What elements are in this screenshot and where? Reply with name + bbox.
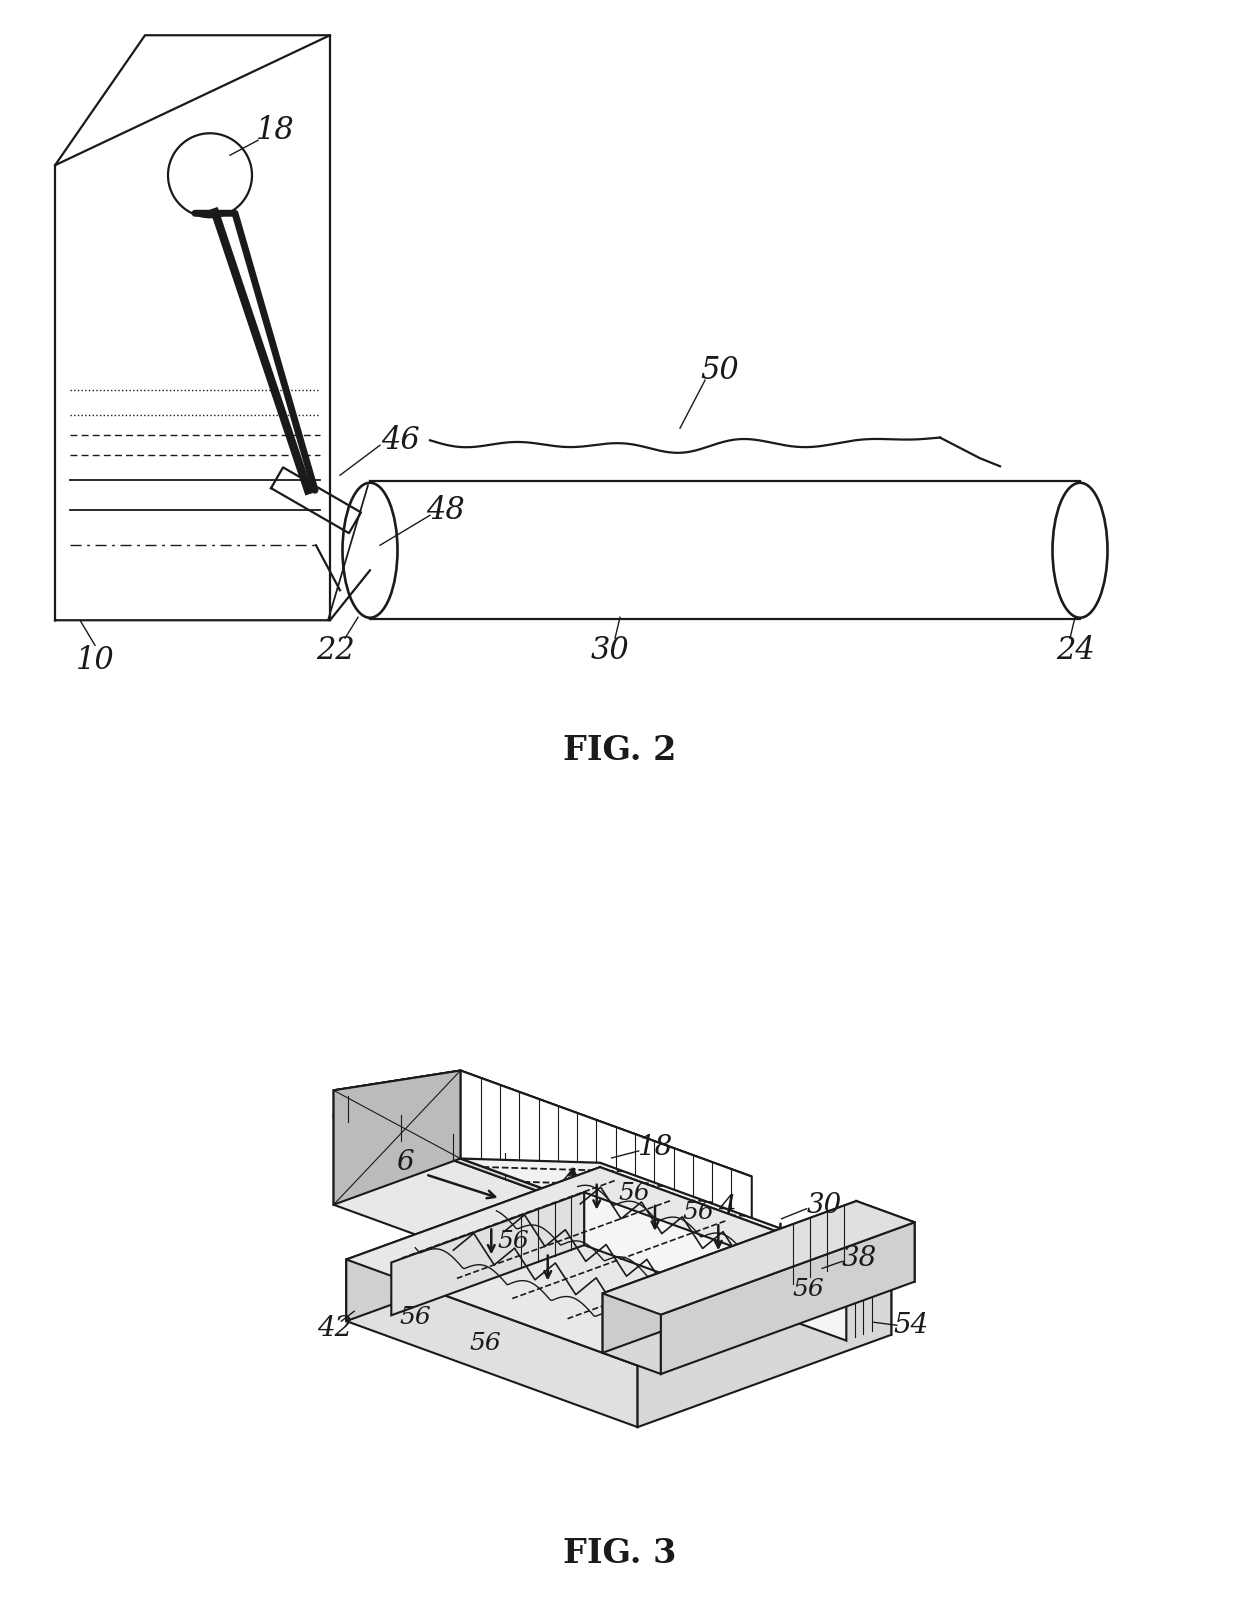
Polygon shape [857, 1201, 915, 1282]
Text: FIG. 2: FIG. 2 [563, 733, 677, 767]
Text: 56: 56 [619, 1182, 651, 1204]
Polygon shape [346, 1260, 637, 1428]
Polygon shape [603, 1201, 915, 1314]
Text: 48: 48 [425, 495, 464, 525]
Text: 18: 18 [255, 115, 294, 145]
Text: 22: 22 [316, 634, 355, 666]
Polygon shape [334, 1070, 751, 1223]
Text: 56: 56 [792, 1278, 825, 1300]
Polygon shape [460, 1158, 892, 1268]
Text: 10: 10 [76, 645, 114, 676]
Polygon shape [460, 1070, 751, 1265]
Polygon shape [392, 1193, 584, 1316]
Polygon shape [334, 1070, 751, 1196]
Polygon shape [584, 1193, 846, 1340]
Text: FIG. 3: FIG. 3 [563, 1538, 677, 1570]
Text: 38: 38 [842, 1246, 877, 1271]
Polygon shape [334, 1070, 460, 1116]
Text: 56: 56 [399, 1306, 432, 1329]
Polygon shape [603, 1201, 857, 1353]
Text: 30: 30 [590, 634, 630, 666]
Text: 24: 24 [1055, 634, 1095, 666]
Text: 4: 4 [718, 1195, 735, 1222]
Text: 54: 54 [893, 1311, 929, 1338]
Polygon shape [334, 1070, 460, 1204]
Text: 56: 56 [497, 1230, 529, 1254]
Text: 56: 56 [682, 1201, 714, 1223]
Polygon shape [661, 1222, 915, 1373]
Text: 56: 56 [469, 1332, 501, 1354]
Text: 42: 42 [316, 1314, 352, 1341]
Polygon shape [637, 1273, 892, 1428]
Text: 6: 6 [397, 1148, 414, 1175]
Text: 18: 18 [637, 1134, 672, 1161]
Polygon shape [600, 1167, 892, 1335]
Text: 46: 46 [381, 425, 419, 455]
Text: 50: 50 [701, 355, 739, 386]
Text: 4: 4 [560, 1167, 578, 1195]
Polygon shape [346, 1167, 600, 1321]
Polygon shape [603, 1294, 661, 1373]
Text: 30: 30 [807, 1193, 842, 1219]
Polygon shape [346, 1167, 892, 1365]
Polygon shape [334, 1116, 625, 1311]
